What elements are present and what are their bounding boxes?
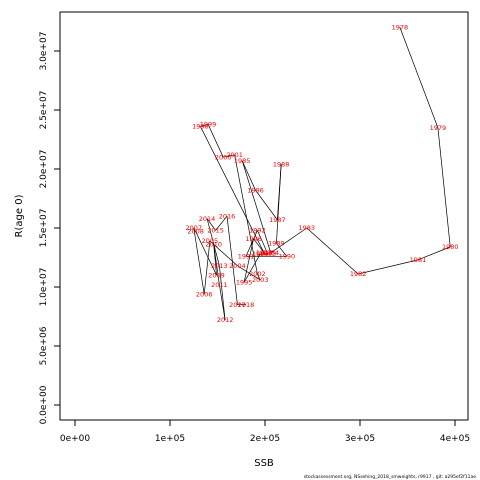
year-label-1991: 1991 (238, 253, 255, 261)
year-label-1986: 1986 (247, 186, 264, 194)
year-label-2002: 2002 (249, 270, 266, 278)
year-label-1992: 1992 (249, 227, 266, 235)
trajectory-segment (223, 154, 235, 158)
year-label-1993: 1993 (260, 250, 277, 258)
year-labels: 1978 1979 1980 1981 1982 1983 1984 1985 1986 1987… (185, 24, 458, 325)
year-label-2016: 2016 (219, 212, 236, 220)
trajectory-segment (276, 243, 288, 257)
y-axis: 0.0e+00 5.0e+06 1.0e+07 1.5e+07 2.0e+07 2.5e+… (39, 32, 61, 424)
trajectory-segment (215, 215, 228, 231)
x-tick-label: 0e+00 (60, 434, 91, 444)
year-label-1981: 1981 (410, 256, 427, 264)
trajectory-segment (206, 218, 220, 266)
trajectory-segment (253, 238, 265, 253)
year-label-2004: 2004 (229, 262, 246, 270)
year-label-2000: 2000 (215, 153, 232, 161)
year-label-1994: 1994 (252, 250, 269, 258)
trajectory-segment (241, 160, 272, 253)
y-tick-label: 3.0e+07 (39, 32, 49, 71)
y-tick-label: 5.0e+06 (39, 326, 49, 365)
footer-credit: stockassessment.org, NSsehing_2018_smwei… (304, 474, 476, 480)
trajectory-segment (243, 253, 261, 283)
year-label-1987: 1987 (269, 216, 286, 224)
x-tick-label: 1e+05 (155, 434, 185, 444)
trajectory-segment (219, 265, 226, 321)
year-label-1979: 1979 (430, 124, 447, 132)
trajectory-segment (193, 227, 205, 295)
trajectory-segment (200, 123, 209, 127)
trajectory-segment (306, 227, 359, 275)
year-label-2018: 2018 (238, 301, 255, 309)
trajectory-segment (241, 160, 256, 191)
year-label-1980: 1980 (442, 243, 459, 251)
year-label-2009: 2009 (208, 271, 225, 279)
x-tick-label: 2e+05 (250, 434, 280, 444)
plot-box (59, 11, 469, 421)
x-tick-label: 4e+05 (440, 434, 470, 444)
year-label-2005: 2005 (202, 237, 219, 245)
trajectory-segment (437, 127, 451, 247)
year-label-1983: 1983 (299, 224, 316, 232)
year-label-1984: 1984 (262, 249, 279, 257)
year-label-1995: 1995 (236, 278, 253, 286)
trajectory-segment (237, 265, 261, 281)
year-label-2003: 2003 (252, 276, 269, 284)
year-label-2012: 2012 (217, 316, 234, 324)
year-label-1989: 1989 (268, 240, 285, 248)
trajectory-segment (193, 227, 196, 232)
year-label-2013: 2013 (211, 262, 228, 270)
year-label-2008: 2008 (187, 228, 204, 236)
y-tick-label: 2.0e+07 (39, 150, 49, 189)
trajectory-segment (195, 231, 217, 276)
trajectory-segment (207, 124, 224, 158)
year-label-1990: 1990 (279, 253, 296, 261)
trajectory-lines (193, 27, 451, 321)
y-tick-label: 2.5e+07 (39, 91, 49, 130)
year-label-2014: 2014 (199, 215, 216, 223)
trajectory-segment (206, 218, 216, 231)
trajectory-segment (358, 259, 419, 275)
y-tick-label: 1.5e+07 (39, 209, 49, 248)
year-label-1997: 1997 (256, 249, 273, 257)
trajectory-segment (257, 273, 261, 281)
year-label-1999: 1999 (200, 120, 217, 128)
y-axis-title: R(age 0) (14, 194, 25, 237)
y-tick-label: 1.0e+07 (39, 268, 49, 307)
year-label-2007: 2007 (185, 224, 202, 232)
year-label-2001: 2001 (226, 151, 243, 159)
trajectory-segment (234, 154, 258, 275)
year-label-1985: 1985 (234, 157, 251, 165)
trajectory-segment (270, 227, 307, 254)
trajectory-segment (399, 27, 439, 128)
x-tick-label: 3e+05 (345, 434, 375, 444)
x-axis-title: SSB (254, 458, 274, 469)
year-label-2015: 2015 (207, 227, 224, 235)
year-label-2011: 2011 (211, 281, 228, 289)
trajectory-segment (276, 164, 282, 244)
x-axis: 0e+00 1e+05 2e+05 3e+05 4e+05 (60, 419, 470, 444)
year-label-1988: 1988 (273, 160, 290, 168)
trajectory-segment (209, 240, 238, 267)
year-label-2006: 2006 (196, 290, 213, 298)
year-label-1982: 1982 (350, 270, 367, 278)
trajectory-segment (226, 216, 238, 305)
y-tick-label: 0.0e+00 (39, 385, 49, 424)
year-label-2010: 2010 (205, 241, 222, 249)
trajectory-segment (417, 246, 451, 261)
trajectory-segment (203, 240, 211, 295)
year-label-1978: 1978 (392, 24, 409, 32)
year-label-1996: 1996 (245, 235, 262, 243)
trajectory-segment (257, 230, 269, 255)
year-label-1998: 1998 (192, 123, 209, 131)
trajectory-segment (255, 190, 278, 220)
year-label-2017: 2017 (229, 301, 246, 309)
trajectory-segment (200, 126, 265, 253)
trajectory-segment (213, 244, 220, 285)
